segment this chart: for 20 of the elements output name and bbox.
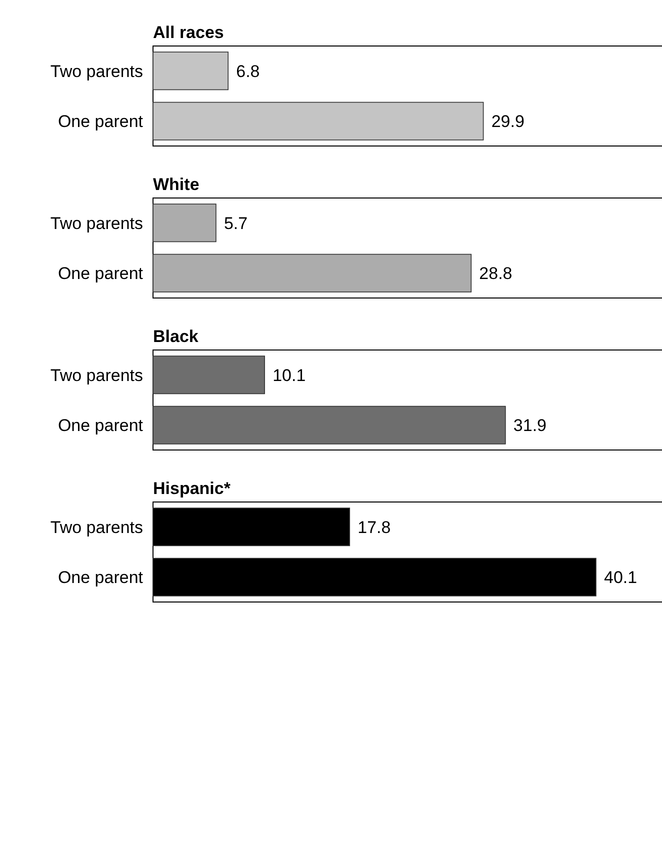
chart-title: Black [153, 327, 199, 346]
data-label: 28.8 [479, 264, 512, 284]
y-tick-label: One parent [58, 264, 144, 284]
y-tick-label: One parent [58, 568, 144, 588]
chart-title: All races [153, 23, 224, 42]
data-label: 31.9 [513, 416, 547, 436]
y-tick-label: One parent [58, 112, 144, 132]
y-tick-label: Two parents [50, 214, 143, 233]
data-label: 40.1 [604, 568, 638, 588]
y-tick-label: Two parents [50, 518, 143, 537]
y-tick-label: One parent [58, 416, 144, 436]
y-tick-label: Two parents [50, 62, 143, 81]
data-label: 29.9 [491, 112, 524, 132]
data-label: 10.1 [272, 366, 306, 385]
data-label: 6.8 [236, 62, 260, 81]
data-label: 17.8 [358, 518, 391, 537]
data-label: 5.7 [224, 214, 248, 233]
chart-title: Hispanic* [153, 479, 231, 498]
chart-title: White [153, 175, 200, 194]
y-tick-label: Two parents [50, 366, 143, 385]
